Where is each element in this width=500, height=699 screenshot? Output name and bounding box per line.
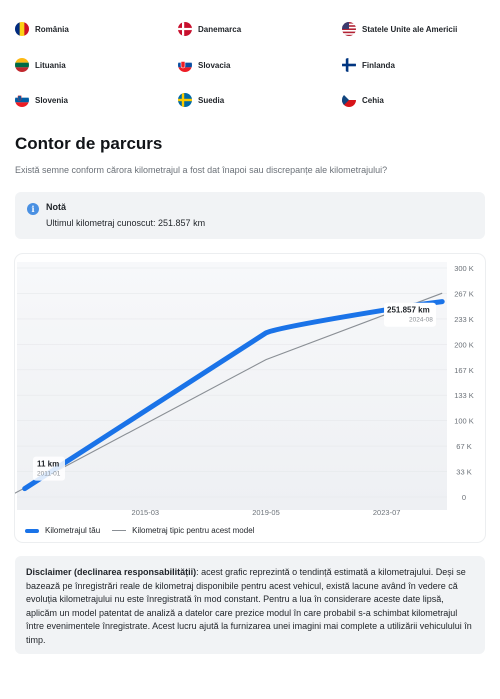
annotation-start-bg: [33, 456, 65, 481]
chart-legend: Kilometrajul tău Kilometraj tipic pentru…: [25, 526, 254, 535]
note-box: i Notă Ultimul kilometraj cunoscut: 251.…: [15, 192, 485, 239]
country-lithuania[interactable]: Lituania: [15, 56, 66, 74]
plot-background: [17, 262, 447, 510]
section-subtitle: Există semne conform cărora kilometrajul…: [15, 165, 388, 175]
romania-flag-icon: [15, 22, 29, 36]
country-czechia[interactable]: Cehia: [342, 91, 384, 109]
disclaimer-text: : acest grafic reprezintă o tendință est…: [26, 567, 472, 645]
legend-label-mine: Kilometrajul tău: [45, 526, 101, 535]
country-name: Danemarca: [198, 24, 242, 34]
disclaimer-box: Disclaimer (declinarea responsabilității…: [15, 556, 485, 654]
denmark-flag-icon: [178, 22, 192, 36]
countries-grid: România Danemarca Statele Unite ale Amer…: [15, 20, 485, 112]
y-tick-label: 300 K: [454, 264, 474, 273]
y-tick-label: 200 K: [454, 340, 474, 349]
y-tick-label: 67 K: [456, 442, 471, 451]
info-icon: i: [27, 203, 39, 215]
annotation-last-date: 2024-08: [409, 317, 433, 324]
y-tick-label: 133 K: [454, 391, 474, 400]
lithuania-flag-icon: [15, 58, 29, 72]
y-tick-label: 167 K: [454, 366, 474, 375]
note-title: Notă: [46, 202, 66, 212]
legend-label-typical: Kilometraj tipic pentru acest model: [132, 526, 255, 535]
country-name: Lituania: [35, 60, 66, 70]
y-tick-label: 233 K: [454, 315, 474, 324]
country-name: Slovacia: [198, 60, 231, 70]
x-tick-label: 2019-05: [252, 508, 280, 517]
country-name: Slovenia: [35, 95, 68, 105]
slovakia-flag-icon: [178, 58, 192, 72]
czechia-flag-icon: [342, 93, 356, 107]
chart-svg: 300 K 267 K 233 K 200 K 167 K 133 K 100 K 67 K 3…: [15, 262, 474, 517]
annotation-start: 11 km 2011-01: [33, 456, 65, 481]
country-finland[interactable]: Finlanda: [342, 56, 395, 74]
x-tick-label: 2023-07: [373, 508, 401, 517]
annotation-start-value: 11 km: [37, 460, 59, 469]
country-name: Suedia: [198, 95, 225, 105]
sweden-flag-icon: [178, 93, 192, 107]
annotation-last-value: 251.857 km: [387, 306, 430, 315]
country-sweden[interactable]: Suedia: [178, 91, 224, 109]
country-slovakia[interactable]: Slovacia: [178, 56, 230, 74]
disclaimer-title: Disclaimer (declinarea responsabilității…: [26, 567, 197, 577]
y-tick-label: 33 K: [456, 468, 471, 477]
y-tick-label: 0: [462, 493, 466, 502]
annotation-last: 251.857 km 2024-08: [384, 302, 437, 327]
country-name: Cehia: [362, 95, 384, 105]
annotation-last-bg: [384, 302, 437, 327]
legend-swatch-mine: [25, 528, 39, 533]
country-name: Finlanda: [362, 60, 395, 70]
country-usa[interactable]: Statele Unite ale Americii: [342, 20, 457, 38]
finland-flag-icon: [342, 58, 356, 72]
country-name: Statele Unite ale Americii: [362, 24, 458, 34]
country-denmark[interactable]: Danemarca: [178, 20, 241, 38]
slovenia-flag-icon: [15, 93, 29, 107]
y-tick-label: 267 K: [454, 289, 474, 298]
section-title: Contor de parcurs: [15, 134, 163, 153]
country-slovenia[interactable]: Slovenia: [15, 91, 68, 109]
y-tick-label: 100 K: [454, 417, 474, 426]
series-line-typical: [15, 292, 443, 494]
odometer-chart: 300 K 267 K 233 K 200 K 167 K 133 K 100 K 67 K 3…: [15, 254, 485, 542]
country-name: România: [35, 24, 69, 34]
usa-flag-icon: [342, 22, 356, 36]
x-tick-label: 2015-03: [132, 508, 160, 517]
note-text: Ultimul kilometraj cunoscut: 251.857 km: [46, 218, 206, 228]
legend-swatch-typical: [112, 530, 127, 531]
country-romania[interactable]: România: [15, 20, 69, 38]
annotation-start-date: 2011-01: [37, 471, 61, 478]
